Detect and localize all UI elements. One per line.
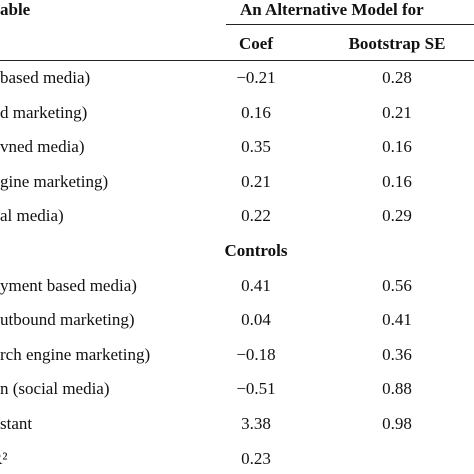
se-cell: 0.56 — [382, 275, 412, 295]
coef-cell: −0.21 — [236, 68, 276, 87]
group-header: An Alternative Model for — [240, 0, 424, 19]
se-cell: 0.36 — [382, 344, 412, 364]
coef-cell: −0.51 — [236, 379, 276, 399]
coef-cell: 0.22 — [241, 206, 271, 226]
coef-cell: 0.04 — [241, 310, 271, 330]
section-label: Controls — [224, 241, 288, 260]
row-label: d marketing) — [0, 102, 88, 122]
row-label: vned media) — [0, 137, 85, 157]
coef-cell: −0.18 — [236, 344, 276, 364]
coef-cell: 0.16 — [241, 102, 271, 122]
row-label: yment based media) — [0, 275, 137, 295]
column-header: Coef — [239, 34, 273, 53]
se-cell: 0.16 — [382, 171, 412, 191]
row-label: n (social media) — [0, 379, 110, 399]
stub-header: able — [0, 0, 31, 19]
coef-cell: 0.41 — [241, 275, 271, 295]
se-cell: 0.41 — [382, 310, 412, 330]
row-label: rch engine marketing) — [0, 344, 151, 364]
column-header: Bootstrap SE — [348, 34, 446, 53]
row-label: based media) — [0, 68, 91, 87]
se-cell: 0.16 — [382, 137, 412, 157]
se-cell: 0.88 — [382, 379, 412, 399]
row-label: al media) — [0, 206, 64, 226]
se-cell: 0.21 — [382, 102, 412, 122]
row-label: utbound marketing) — [0, 310, 135, 330]
row-label: stant — [0, 414, 33, 433]
rule — [0, 60, 474, 61]
coef-cell: 3.38 — [241, 414, 271, 433]
coef-cell: 0.35 — [241, 137, 271, 157]
coef-cell: 0.23 — [241, 448, 271, 468]
coef-cell: 0.21 — [241, 171, 271, 191]
rule — [226, 24, 474, 25]
se-cell: 0.29 — [382, 206, 412, 226]
se-cell: 0.98 — [382, 414, 412, 433]
se-cell: 0.28 — [382, 68, 412, 87]
row-label: gine marketing) — [0, 171, 109, 191]
row-label: R² — [0, 448, 8, 468]
